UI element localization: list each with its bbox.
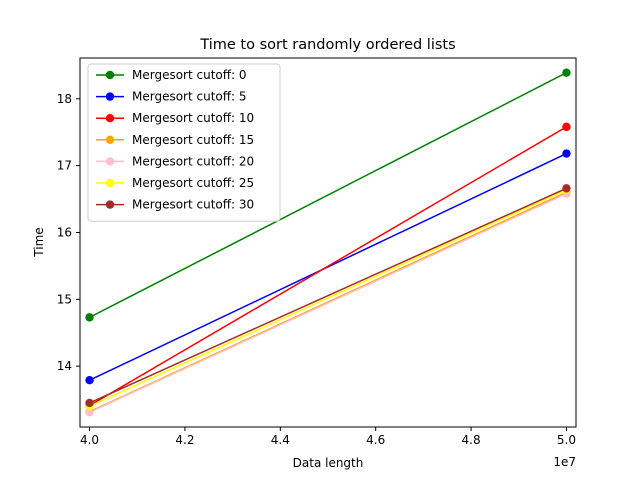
legend-label: Mergesort cutoff: 5 bbox=[132, 90, 247, 104]
series-6-point bbox=[562, 184, 571, 193]
x-axis: 4.0 4.2 4.4 4.6 4.8 5.0 bbox=[80, 427, 576, 447]
legend-swatch-marker bbox=[105, 157, 115, 166]
legend-swatch-marker bbox=[105, 92, 115, 101]
series-2-point bbox=[562, 122, 571, 132]
legend-label: Mergesort cutoff: 30 bbox=[132, 198, 254, 212]
legend-label: Mergesort cutoff: 10 bbox=[132, 111, 254, 125]
legend-box bbox=[87, 63, 281, 222]
chart-title: Time to sort randomly ordered lists bbox=[199, 37, 455, 53]
series-layer bbox=[85, 68, 571, 417]
x-tick-label: 4.2 bbox=[175, 433, 194, 447]
series-5-line bbox=[89, 189, 567, 407]
series-2-line bbox=[89, 126, 567, 407]
y-tick-label: 15 bbox=[57, 292, 72, 306]
series-1-point bbox=[562, 149, 571, 158]
legend-swatch-marker bbox=[105, 70, 115, 80]
x-tick-label: 4.8 bbox=[462, 433, 481, 447]
y-tick-label: 16 bbox=[57, 225, 72, 239]
y-tick-label: 18 bbox=[57, 92, 72, 106]
series-0-point bbox=[562, 68, 571, 77]
series-6-point bbox=[85, 398, 94, 408]
series-0-line bbox=[89, 72, 567, 319]
legend-swatch-marker bbox=[105, 114, 115, 123]
series-4-point bbox=[85, 408, 94, 417]
legend-swatch-marker bbox=[105, 178, 115, 188]
series-0-point bbox=[85, 313, 94, 322]
x-tick-label: 4.0 bbox=[80, 433, 99, 447]
legend-label: Mergesort cutoff: 20 bbox=[132, 154, 254, 168]
x-axis-offset-label: 1e7 bbox=[553, 455, 576, 469]
legend-label: Mergesort cutoff: 25 bbox=[132, 176, 254, 190]
series-6-line bbox=[89, 187, 567, 404]
series-4-line bbox=[89, 193, 567, 413]
y-tick-label: 17 bbox=[57, 159, 72, 173]
x-axis-label: Data length bbox=[293, 456, 364, 470]
legend-swatch-marker bbox=[105, 200, 115, 209]
x-tick-label: 4.6 bbox=[366, 433, 385, 447]
y-axis-label: Time bbox=[32, 227, 46, 257]
legend-swatch-marker bbox=[105, 135, 115, 144]
legend-label: Mergesort cutoff: 0 bbox=[132, 68, 247, 82]
legend-label: Mergesort cutoff: 15 bbox=[132, 133, 254, 147]
x-tick-label: 4.4 bbox=[271, 433, 290, 447]
series-1-point bbox=[85, 376, 94, 385]
y-tick-label: 14 bbox=[57, 359, 72, 373]
legend: Mergesort cutoff: 0 Mergesort cutoff: 5 Me… bbox=[87, 63, 281, 222]
axes-frame bbox=[79, 57, 577, 428]
y-axis: 14 15 16 17 18 bbox=[57, 92, 80, 373]
x-tick-label: 5.0 bbox=[557, 433, 576, 447]
